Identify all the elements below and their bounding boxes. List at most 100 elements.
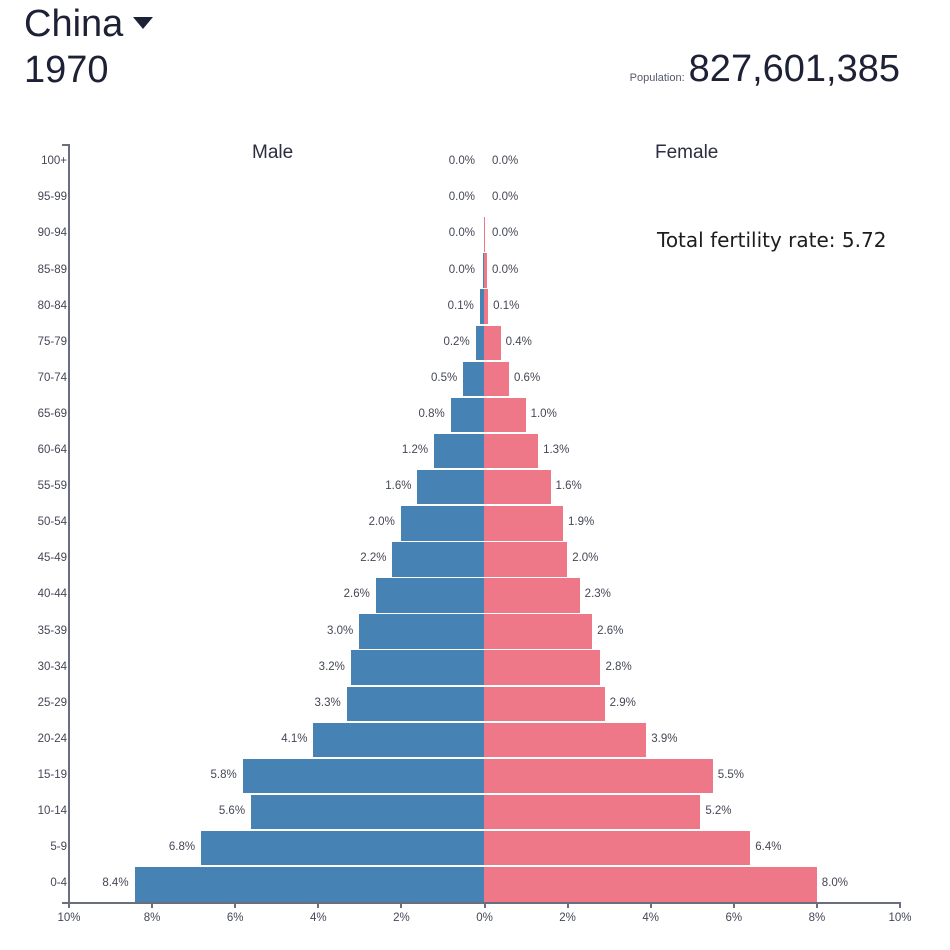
x-tick (732, 902, 735, 908)
population-display: Population: 827,601,385 (630, 48, 900, 91)
male-bar[interactable] (313, 722, 484, 758)
country-selector[interactable]: China (24, 2, 154, 46)
population-label: Population: (629, 72, 685, 84)
female-bar[interactable] (484, 433, 539, 469)
x-tick (68, 902, 70, 908)
male-bar[interactable] (417, 469, 484, 505)
male-value-label: 0.1% (447, 299, 474, 312)
x-tick (400, 902, 403, 908)
female-value-label: 0.0% (492, 227, 519, 240)
female-value-label: 8.0% (821, 877, 849, 890)
male-bar[interactable] (350, 650, 484, 685)
male-value-label: 2.2% (360, 552, 387, 565)
y-tick-label: 65-69 (37, 407, 67, 420)
female-bar[interactable] (484, 578, 580, 613)
male-bar[interactable] (479, 289, 484, 324)
x-tick-label: 6% (725, 912, 743, 924)
male-value-label: 3.2% (318, 660, 345, 673)
y-tick-label: 60-64 (37, 444, 67, 457)
male-bar[interactable] (201, 830, 484, 866)
female-value-label: 0.6% (513, 371, 541, 384)
female-value-label: 1.6% (555, 480, 582, 493)
y-tick-label: 50-54 (37, 516, 67, 529)
female-bar[interactable] (484, 397, 526, 433)
female-value-label: 0.4% (505, 335, 532, 348)
male-bar[interactable] (482, 253, 484, 288)
male-bar[interactable] (434, 433, 484, 469)
country-name: China (24, 3, 124, 45)
x-tick-label: 8% (808, 912, 826, 924)
male-value-label: 5.6% (218, 805, 246, 818)
male-value-label: 8.4% (102, 877, 129, 890)
female-bar[interactable] (484, 325, 501, 360)
male-value-label: 5.8% (210, 768, 237, 781)
x-tick (899, 902, 901, 908)
male-bar[interactable] (392, 542, 484, 577)
year-label: 1970 (24, 49, 109, 91)
y-tick-label: 70-74 (37, 371, 67, 384)
x-tick (151, 902, 154, 908)
male-bar[interactable] (450, 397, 484, 433)
x-tick (566, 902, 569, 908)
y-tick-label: 35-39 (37, 624, 67, 637)
male-bar[interactable] (475, 325, 484, 360)
male-bar[interactable] (346, 686, 484, 721)
male-bar[interactable] (375, 578, 484, 613)
x-tick-label: 0% (476, 912, 493, 924)
male-bar[interactable] (400, 506, 484, 541)
male-value-label: 0.0% (448, 263, 475, 276)
female-value-label: 1.0% (530, 407, 557, 420)
male-value-label: 0.2% (443, 335, 470, 348)
x-tick (815, 902, 818, 908)
female-bar[interactable] (484, 217, 485, 252)
female-bar[interactable] (484, 289, 489, 324)
y-tick-label: 30-34 (37, 660, 67, 673)
female-bar[interactable] (484, 506, 564, 541)
caret-down-icon[interactable] (133, 16, 154, 29)
female-bar[interactable] (484, 722, 647, 758)
female-value-label: 0.0% (492, 191, 519, 204)
y-tick-label: 0-4 (50, 877, 67, 890)
male-value-label: 1.2% (401, 444, 429, 457)
y-tick-label: 100+ (41, 155, 67, 168)
female-bar[interactable] (484, 830, 751, 866)
female-value-label: 2.9% (609, 696, 636, 709)
female-bar[interactable] (484, 758, 713, 794)
x-tick (234, 902, 237, 908)
male-value-label: 0.0% (448, 155, 475, 168)
x-tick-label: 2% (393, 912, 410, 924)
male-bar[interactable] (251, 794, 484, 830)
x-axis (62, 902, 901, 904)
y-tick-label: 90-94 (37, 227, 67, 240)
x-tick (649, 902, 652, 908)
y-axis-top-tick (62, 144, 69, 146)
female-bar[interactable] (484, 867, 817, 902)
female-bar[interactable] (484, 794, 701, 830)
female-bar[interactable] (484, 361, 509, 397)
x-tick-label: 10% (57, 912, 81, 924)
female-value-label: 5.2% (705, 805, 732, 818)
female-bar[interactable] (484, 650, 601, 685)
female-bar[interactable] (484, 542, 568, 577)
male-value-label: 3.3% (314, 696, 341, 709)
male-value-label: 0.8% (418, 407, 445, 420)
male-bar[interactable] (242, 758, 484, 794)
male-bar[interactable] (134, 867, 484, 902)
fertility-rate: Total fertility rate: 5.72 (657, 228, 887, 252)
male-value-label: 3.0% (326, 624, 354, 637)
female-bar[interactable] (484, 686, 605, 721)
male-bar[interactable] (463, 361, 484, 397)
male-bar[interactable] (359, 614, 484, 649)
female-bar[interactable] (484, 469, 551, 505)
female-bar[interactable] (484, 614, 593, 649)
x-tick-label: 8% (143, 912, 161, 924)
female-bar[interactable] (484, 253, 487, 288)
x-tick (483, 902, 486, 908)
x-tick-label: 6% (226, 912, 244, 924)
male-value-label: 0.0% (448, 191, 475, 204)
x-tick (317, 902, 320, 908)
x-tick-label: 4% (642, 912, 659, 924)
female-value-label: 3.9% (651, 732, 678, 745)
y-tick-label: 85-89 (37, 263, 67, 276)
